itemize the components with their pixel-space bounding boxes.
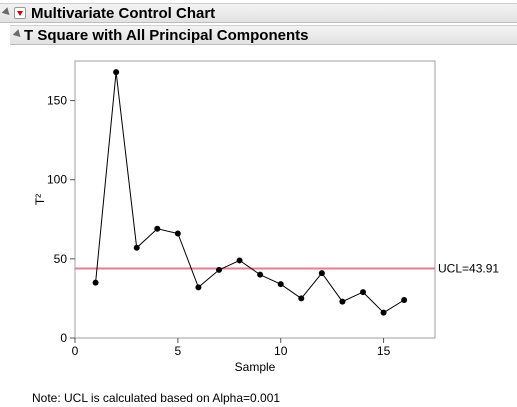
- ucl-note: Note: UCL is calculated based on Alpha=0…: [32, 391, 281, 405]
- outline-header-sub[interactable]: T Square with All Principal Components: [10, 25, 517, 45]
- x-tick-label: 15: [377, 344, 391, 358]
- y-tick-label: 0: [60, 331, 67, 345]
- data-point: [195, 284, 202, 291]
- y-axis-label: T²: [33, 194, 47, 205]
- data-point: [154, 225, 161, 232]
- data-point: [339, 298, 346, 305]
- plot-frame: [74, 60, 436, 339]
- y-tick-label: 100: [47, 173, 67, 187]
- data-point: [401, 297, 408, 304]
- data-point: [113, 69, 120, 76]
- series-line: [95, 72, 405, 314]
- disclosure-triangle-icon[interactable]: [12, 29, 24, 40]
- data-point: [174, 230, 181, 237]
- t-square-chart: 0 50 100 150 0 5 10 15 Sample T² UCL=43.91: [33, 60, 499, 374]
- data-point: [380, 309, 387, 316]
- x-axis-label: Sample: [235, 360, 276, 374]
- data-point: [298, 295, 305, 302]
- ucl-label: UCL=43.91: [438, 261, 499, 275]
- outline-header-main[interactable]: Multivariate Control Chart: [0, 3, 517, 23]
- data-point: [277, 281, 284, 288]
- data-point: [236, 257, 243, 264]
- disclosure-triangle-icon[interactable]: [1, 7, 13, 18]
- data-point: [318, 270, 325, 277]
- data-point: [92, 279, 99, 286]
- x-tick-label: 10: [274, 344, 288, 358]
- x-tick-label: 5: [175, 344, 182, 358]
- y-tick-label: 50: [54, 252, 68, 266]
- main-title: Multivariate Control Chart: [31, 5, 216, 22]
- data-point: [257, 271, 264, 278]
- data-point: [133, 244, 140, 251]
- x-tick-label: 0: [72, 344, 79, 358]
- data-point: [360, 289, 366, 296]
- y-tick-label: 150: [47, 94, 67, 108]
- sub-title: T Square with All Principal Components: [24, 27, 309, 44]
- data-point: [216, 266, 222, 273]
- red-triangle-menu-icon[interactable]: [14, 7, 26, 19]
